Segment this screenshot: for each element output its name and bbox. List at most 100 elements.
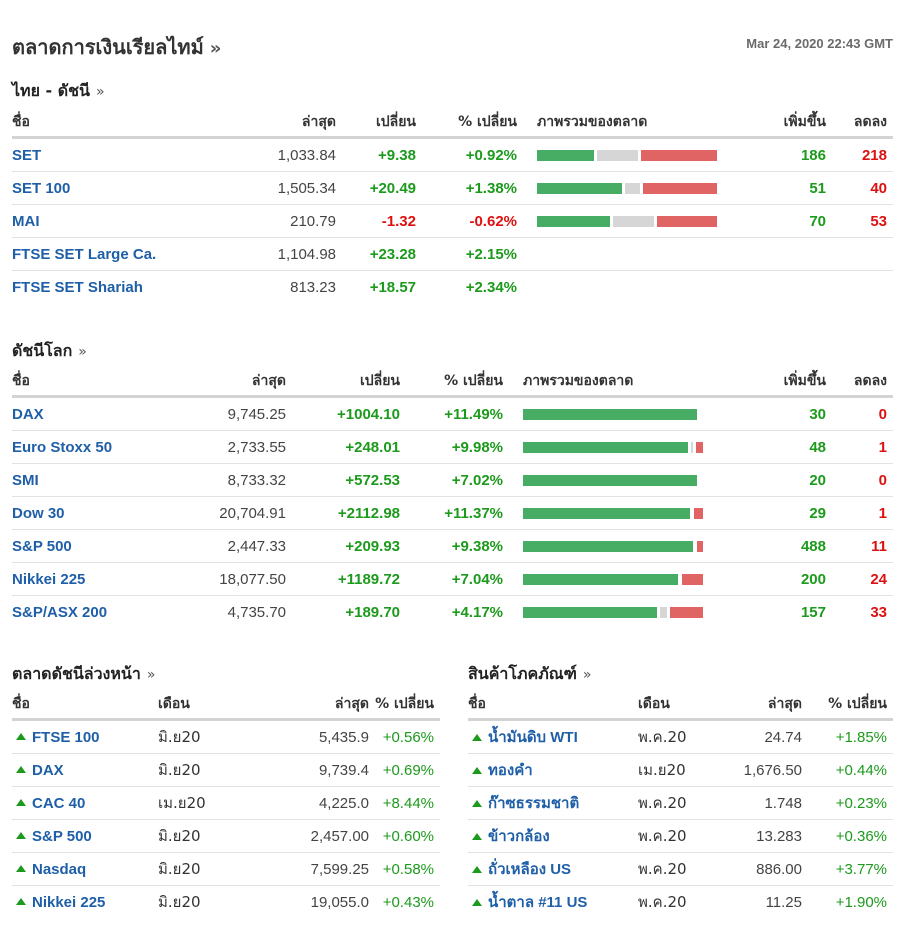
breadth-bar-track (523, 507, 703, 519)
section-title-text[interactable]: ตลาดดัชนีล่วงหน้า (12, 664, 141, 683)
index-name-link[interactable]: FTSE SET Large Ca. (12, 245, 157, 263)
breadth-bar-track (523, 606, 703, 618)
change-value: +1004.10 (337, 405, 400, 423)
percent-change-value: +0.92% (465, 146, 517, 164)
last-value: 7,599.25 (310, 860, 369, 878)
breadth-unchanged-segment (691, 441, 693, 453)
instrument-link[interactable]: น้ำตาล #11 US (468, 890, 638, 914)
chevron-right-icon[interactable]: » (582, 667, 592, 683)
page-title[interactable]: ตลาดการเงินเรียลไทม์» (12, 31, 221, 63)
column-header-percent-change: % เปลี่ยน (458, 114, 517, 130)
last-value: 24.74 (764, 728, 802, 746)
index-name-link[interactable]: FTSE SET Shariah (12, 278, 143, 296)
index-name-link[interactable]: S&P/ASX 200 (12, 603, 108, 621)
instrument-link[interactable]: น้ำมันดิบ WTI (468, 725, 638, 749)
change-value: +9.38 (378, 146, 416, 164)
table-row: ทองคำ เม.ย20 1,676.50 +0.44% (468, 754, 893, 787)
index-name-link[interactable]: SET 100 (12, 179, 71, 197)
instrument-link[interactable]: ก๊าซธรรมชาติ (468, 791, 638, 815)
breadth-unchanged-segment (625, 182, 640, 194)
instrument-name[interactable]: ก๊าซธรรมชาติ (488, 795, 580, 812)
instrument-name[interactable]: Nasdaq (32, 860, 87, 878)
market-breadth-bar (509, 474, 719, 486)
instrument-link[interactable]: DAX (12, 762, 158, 779)
chevron-right-icon[interactable]: » (209, 38, 222, 59)
instrument-name[interactable]: น้ำตาล #11 US (488, 894, 588, 911)
index-name-link[interactable]: S&P 500 (12, 537, 72, 555)
last-value: 13.283 (756, 827, 802, 845)
instrument-link[interactable]: Nasdaq (12, 861, 158, 878)
page-title-text[interactable]: ตลาดการเงินเรียลไทม์ (12, 35, 204, 59)
instrument-link[interactable]: Nikkei 225 (12, 894, 158, 911)
table-row: Dow 30 20,704.91 +2112.98 +11.37% 29 1 (12, 497, 893, 530)
section-title-text[interactable]: ดัชนีโลก (12, 341, 73, 360)
instrument-link[interactable]: CAC 40 (12, 795, 158, 812)
change-value: +18.57 (369, 278, 416, 296)
index-name-link[interactable]: SMI (12, 471, 39, 489)
advancing-count: 200 (800, 570, 826, 588)
instrument-name[interactable]: DAX (32, 761, 64, 779)
breadth-declining-segment (681, 573, 703, 585)
percent-change-value: +0.44% (835, 761, 887, 779)
change-value: +23.28 (369, 245, 416, 263)
section-title-world-indices[interactable]: ดัชนีโลก » (12, 339, 87, 364)
instrument-name[interactable]: Nikkei 225 (32, 893, 106, 911)
market-breadth-bar (523, 149, 733, 161)
world-indices-table: ชื่อ ล่าสุด เปลี่ยน % เปลี่ยน ภาพรวมของตลาด เ… (12, 367, 893, 628)
column-header-last: ล่าสุด (334, 696, 369, 712)
instrument-name[interactable]: ทองคำ (488, 762, 533, 779)
breadth-advancing-segment (523, 573, 678, 585)
index-name-link[interactable]: MAI (12, 212, 40, 230)
table-row: FTSE SET Large Ca. 1,104.98 +23.28 +2.15% (12, 238, 893, 271)
instrument-name[interactable]: ถั่วเหลือง US (488, 861, 572, 878)
arrow-up-icon (16, 766, 26, 774)
instrument-link[interactable]: S&P 500 (12, 828, 158, 845)
index-name-link[interactable]: DAX (12, 405, 44, 423)
index-name-link[interactable]: Euro Stoxx 50 (12, 438, 113, 456)
index-name-link[interactable]: SET (12, 146, 42, 164)
table-row: FTSE SET Shariah 813.23 +18.57 +2.34% (12, 271, 893, 303)
table-header: ชื่อ เดือน ล่าสุด % เปลี่ยน (468, 690, 893, 721)
table-row: Nikkei 225 มิ.ย20 19,055.0 +0.43% (12, 886, 440, 918)
index-name-link[interactable]: Nikkei 225 (12, 570, 86, 588)
change-value: +248.01 (345, 438, 400, 456)
advancing-count: 20 (809, 471, 826, 489)
contract-month: มิ.ย20 (158, 893, 201, 911)
percent-change-value: +0.69% (382, 761, 434, 779)
section-title-text[interactable]: สินค้าโภคภัณฑ์ (468, 664, 577, 683)
chevron-right-icon[interactable]: » (78, 344, 87, 360)
chevron-right-icon[interactable]: » (146, 667, 156, 683)
instrument-link[interactable]: FTSE 100 (12, 729, 158, 746)
section-title-commodities[interactable]: สินค้าโภคภัณฑ์ » (468, 662, 591, 687)
instrument-link[interactable]: ถั่วเหลือง US (468, 857, 638, 881)
last-value: 5,435.9 (318, 728, 369, 746)
breadth-unchanged-segment (613, 215, 654, 227)
advancing-count: 30 (809, 405, 826, 423)
thai-indices-table: ชื่อ ล่าสุด เปลี่ยน % เปลี่ยน ภาพรวมของตลาด เ… (12, 108, 893, 303)
declining-count: 11 (871, 537, 887, 555)
table-header: ชื่อ เดือน ล่าสุด % เปลี่ยน (12, 690, 440, 721)
instrument-name[interactable]: S&P 500 (32, 827, 92, 845)
chevron-right-icon[interactable]: » (95, 84, 105, 100)
percent-change-value: +0.60% (382, 827, 434, 845)
instrument-name[interactable]: น้ำมันดิบ WTI (488, 729, 578, 746)
market-breadth-bar (509, 507, 719, 519)
section-title-text[interactable]: ไทย - ดัชนี (12, 81, 90, 100)
column-header-percent-change: % เปลี่ยน (444, 373, 503, 389)
section-title-thai-indices[interactable]: ไทย - ดัชนี » (12, 79, 105, 104)
instrument-link[interactable]: ข้าวกล้อง (468, 824, 638, 848)
instrument-name[interactable]: ข้าวกล้อง (488, 828, 550, 845)
instrument-name[interactable]: CAC 40 (32, 794, 86, 812)
index-name-link[interactable]: Dow 30 (12, 504, 65, 522)
contract-month: มิ.ย20 (158, 761, 201, 779)
contract-month: มิ.ย20 (158, 728, 201, 746)
contract-month: เม.ย20 (158, 794, 206, 812)
column-header-declining: ลดลง (853, 373, 887, 389)
instrument-link[interactable]: ทองคำ (468, 758, 638, 782)
section-title-index-futures[interactable]: ตลาดดัชนีล่วงหน้า » (12, 662, 155, 687)
instrument-name[interactable]: FTSE 100 (32, 728, 100, 746)
table-row: SMI 8,733.32 +572.53 +7.02% 20 0 (12, 464, 893, 497)
declining-count: 24 (870, 570, 887, 588)
table-row: Nikkei 225 18,077.50 +1189.72 +7.04% 200 24 (12, 563, 893, 596)
column-header-name: ชื่อ (468, 696, 486, 712)
